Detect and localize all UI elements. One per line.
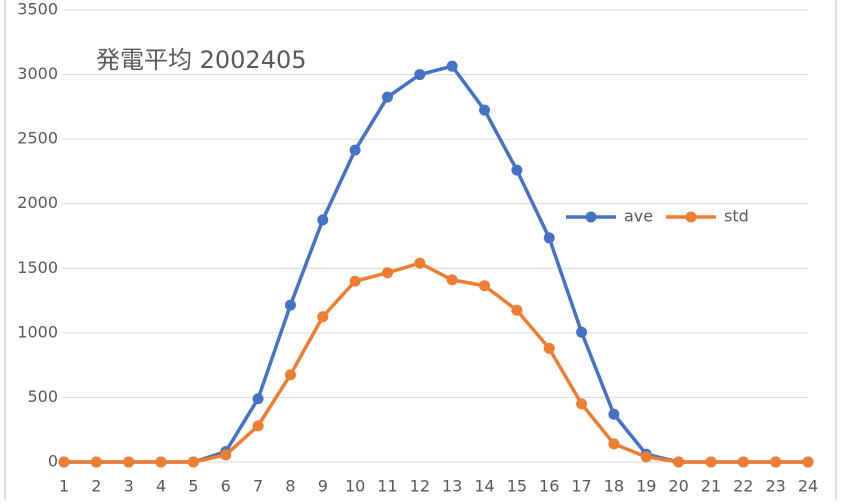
point [349, 275, 361, 287]
legend-marker [585, 211, 597, 223]
x-tick-label: 13 [442, 477, 462, 496]
x-tick-label: 20 [668, 477, 688, 496]
y-tick-label: 2000 [17, 193, 58, 212]
x-tick-label: 3 [124, 477, 134, 496]
chart-title: 発電平均 2002405 [96, 46, 307, 74]
x-tick-label: 15 [507, 477, 527, 496]
point [317, 214, 329, 226]
x-tick-label: 12 [410, 477, 430, 496]
point [446, 60, 458, 72]
x-tick-label: 7 [253, 477, 263, 496]
y-tick-label: 3000 [17, 64, 58, 83]
point [673, 456, 685, 468]
point [511, 304, 523, 316]
x-tick-label: 21 [701, 477, 721, 496]
point [252, 420, 264, 432]
y-tick-label: 1000 [17, 322, 58, 341]
x-tick-label: 8 [285, 477, 295, 496]
point [511, 164, 523, 176]
plot [58, 60, 814, 468]
x-tick-label: 17 [571, 477, 591, 496]
x-tick-label: 14 [474, 477, 494, 496]
point [317, 311, 329, 323]
point [414, 257, 426, 269]
point [58, 456, 70, 468]
point [576, 398, 588, 410]
point [155, 456, 167, 468]
x-tick-label: 6 [221, 477, 231, 496]
point [543, 232, 555, 244]
x-tick-label: 16 [539, 477, 559, 496]
x-tick-label: 18 [604, 477, 624, 496]
point [381, 91, 393, 103]
y-tick-label: 3500 [17, 0, 58, 19]
y-tick-label: 1500 [17, 258, 58, 277]
point [576, 326, 588, 338]
x-tick-label: 1 [59, 477, 69, 496]
x-tick-label: 23 [765, 477, 785, 496]
x-tick-label: 4 [156, 477, 166, 496]
point [414, 69, 426, 81]
point [381, 267, 393, 279]
point [543, 342, 555, 354]
legend-label: std [724, 207, 749, 226]
x-tick-label: 2 [91, 477, 101, 496]
x-tick-label: 5 [188, 477, 198, 496]
point [123, 456, 135, 468]
point [608, 438, 620, 450]
x-tick-label: 11 [377, 477, 397, 496]
y-tick-label: 500 [27, 387, 58, 406]
x-tick-label: 22 [733, 477, 753, 496]
point [479, 104, 491, 116]
legend-label: ave [624, 207, 653, 226]
point [220, 449, 232, 461]
point [802, 456, 814, 468]
point [252, 393, 264, 405]
point [349, 144, 361, 156]
point [705, 456, 717, 468]
point [446, 274, 458, 286]
point [187, 456, 199, 468]
x-tick-label: 19 [636, 477, 656, 496]
point [284, 369, 296, 381]
point [640, 451, 652, 463]
y-tick-label: 2500 [17, 129, 58, 148]
y-tick-label: 0 [48, 452, 58, 471]
point [608, 408, 620, 420]
x-tick-label: 24 [798, 477, 818, 496]
point [284, 299, 296, 311]
point [90, 456, 102, 468]
point [479, 280, 491, 292]
point [737, 456, 749, 468]
point [770, 456, 782, 468]
legend-marker [685, 211, 697, 223]
x-tick-label: 10 [345, 477, 365, 496]
x-tick-label: 9 [318, 477, 328, 496]
